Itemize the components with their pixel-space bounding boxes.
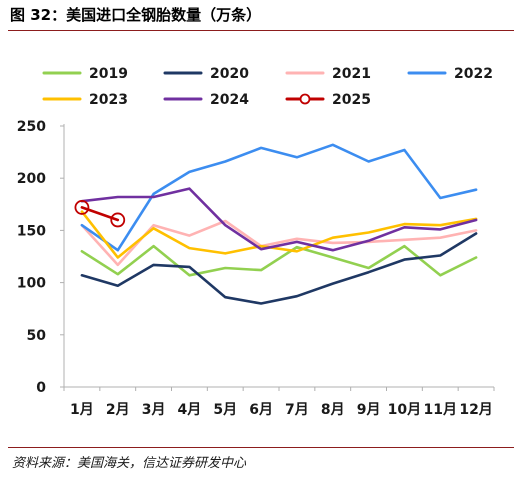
y-tick-label: 200 [17, 171, 46, 187]
series-line-2023 [80, 210, 478, 259]
axes: 0 50 100 150 200 250 1月 2月 3月 4月 5月 6月 7月 8月 9月 10月 11月 1… [17, 119, 495, 418]
line-chart: 2019 2020 2021 2022 2023 2024 2025 0 50 100 150 20… [17, 66, 495, 418]
legend-label-2025: 2025 [332, 92, 371, 108]
y-tick-label: 50 [27, 328, 47, 344]
source-note: 资料来源：美国海关，信达证券研发中心 [12, 456, 247, 471]
x-tick-label: 7月 [285, 402, 309, 418]
y-tick-label: 250 [17, 119, 46, 135]
series-line-2019 [80, 244, 478, 277]
legend-item-2022: 2022 [407, 66, 493, 82]
legend-marker-2025 [299, 93, 311, 105]
series-line-2022 [80, 143, 478, 252]
series-lines [74, 143, 478, 305]
y-tick-label: 0 [36, 380, 46, 396]
x-tick-label: 3月 [142, 402, 166, 418]
x-tick-label: 4月 [178, 402, 202, 418]
legend-label-2024: 2024 [210, 92, 249, 108]
legend-item-2020: 2020 [163, 66, 249, 82]
title-bar: 图 32：美国进口全钢胎数量（万条） [0, 0, 522, 34]
legend-label-2023: 2023 [89, 92, 128, 108]
x-tick-label: 11月 [424, 402, 457, 418]
legend-item-2025: 2025 [285, 92, 371, 108]
y-tick-label: 100 [17, 276, 46, 292]
legend: 2019 2020 2021 2022 2023 2024 2025 [42, 66, 493, 108]
chart-title: 图 32：美国进口全钢胎数量（万条） [10, 6, 262, 24]
title-divider [8, 30, 514, 31]
x-tick-label: 2月 [106, 402, 130, 418]
legend-label-2022: 2022 [454, 66, 493, 82]
data-point-2025 [74, 200, 90, 215]
source-divider [8, 447, 514, 448]
x-tick-label: 9月 [357, 402, 381, 418]
x-tick-label: 12月 [459, 402, 492, 418]
legend-item-2023: 2023 [42, 92, 128, 108]
legend-label-2021: 2021 [332, 66, 371, 82]
series-line-2024 [80, 187, 478, 252]
x-tick-label: 10月 [388, 402, 421, 418]
legend-item-2024: 2024 [163, 92, 249, 108]
x-tick-label: 6月 [249, 402, 273, 418]
legend-item-2021: 2021 [285, 66, 371, 82]
x-tick-label: 8月 [321, 402, 345, 418]
data-point-2025 [110, 212, 126, 228]
x-tick-label: 1月 [70, 402, 94, 418]
series-line-2020 [80, 232, 478, 305]
y-tick-label: 150 [17, 223, 46, 239]
legend-label-2019: 2019 [89, 66, 128, 82]
legend-label-2020: 2020 [210, 66, 249, 82]
legend-item-2019: 2019 [42, 66, 128, 82]
x-tick-label: 5月 [213, 402, 237, 418]
